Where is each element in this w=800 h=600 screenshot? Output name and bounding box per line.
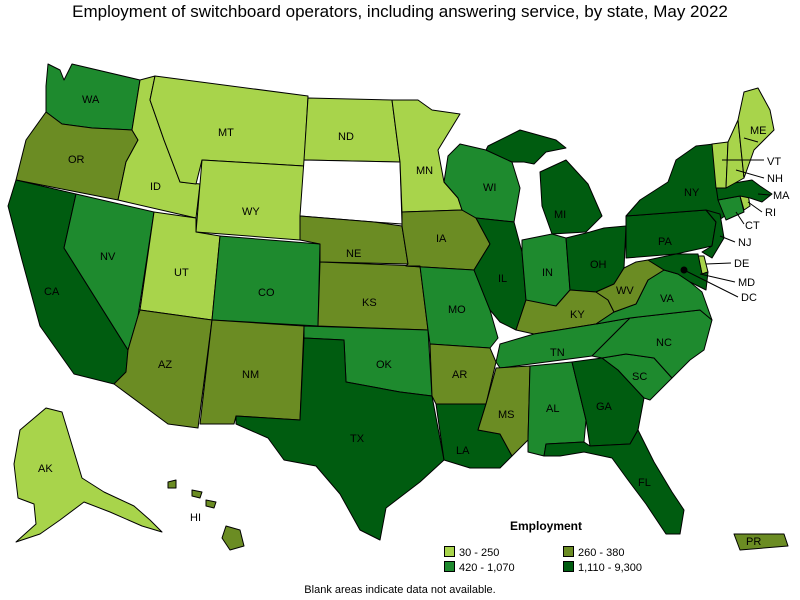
state-WY[interactable] [195,159,305,241]
state-KS[interactable] [317,261,429,331]
state-NC[interactable] [591,309,713,379]
legend-item-bin-2: 260 - 380 [563,546,624,559]
label-KS: KS [362,297,377,309]
legend-label: 1,110 - 9,300 [578,562,643,574]
label-SC: SC [632,371,647,383]
label-OR: OR [68,154,85,166]
label-KY: KY [570,309,585,321]
label-WY: WY [242,206,260,218]
state-ME[interactable] [737,87,775,179]
label-CT: CT [745,220,760,232]
state-CO[interactable] [211,235,321,327]
legend-item-bin-1: 30 - 250 [444,546,499,559]
label-ME: ME [750,125,767,137]
label-LA: LA [456,445,470,457]
label-ID: ID [150,181,161,193]
label-IN: IN [542,267,553,279]
label-NE: NE [346,248,361,260]
state-SD[interactable] [299,159,403,225]
label-OH: OH [590,259,607,271]
state-ND[interactable] [303,97,401,163]
label-AK: AK [38,463,53,475]
label-CA: CA [44,286,60,298]
label-OK: OK [376,359,393,371]
label-UT: UT [174,267,189,279]
legend-swatch [563,561,574,572]
label-AR: AR [452,369,467,381]
label-MN: MN [416,165,433,177]
legend-item-bin-4: 1,110 - 9,300 [563,561,642,574]
label-WV: WV [616,285,634,297]
label-NM: NM [242,369,259,381]
state-PA[interactable] [625,209,717,259]
label-ND: ND [338,131,354,143]
legend-label: 420 - 1,070 [459,562,515,574]
label-MT: MT [218,127,234,139]
legend-swatch [563,546,574,557]
label-PR: PR [746,536,761,548]
label-IA: IA [436,233,447,245]
state-labels: WA OR CA NV ID MT WY UT AZ CO NM ND NE K… [38,94,790,548]
state-IL[interactable] [473,217,527,331]
label-HI: HI [190,512,201,524]
label-PA: PA [658,236,673,248]
state-HI[interactable] [167,479,245,551]
label-NC: NC [656,337,672,349]
state-FL[interactable] [543,429,685,535]
label-NJ: NJ [738,237,751,249]
label-AZ: AZ [158,359,172,371]
label-leader-lines [683,137,771,298]
label-WA: WA [82,94,100,106]
label-NH: NH [767,173,783,185]
legend-swatch [444,561,455,572]
label-VT: VT [767,156,781,168]
label-WI: WI [483,182,496,194]
legend-item-bin-3: 420 - 1,070 [444,561,515,574]
state-NE[interactable] [299,215,409,265]
footnote: Blank areas indicate data not available. [304,584,496,596]
legend-label: 30 - 250 [459,547,500,559]
state-MI[interactable] [485,129,603,235]
label-AL: AL [546,403,559,415]
legend-title: Employment [510,519,583,533]
legend-label: 260 - 380 [578,547,625,559]
state-TX[interactable] [235,337,445,541]
state-PR[interactable] [733,533,789,551]
map-title: Employment of switchboard operators, inc… [72,2,728,21]
label-DC: DC [741,292,757,304]
label-NV: NV [100,251,116,263]
label-RI: RI [765,207,776,219]
label-MI: MI [554,209,566,221]
label-MO: MO [448,304,466,316]
label-MD: MD [738,277,755,289]
label-DE: DE [734,258,749,270]
state-NJ[interactable] [701,209,725,259]
label-MA: MA [773,190,790,202]
label-VA: VA [660,293,675,305]
legend-swatch [444,546,455,557]
label-GA: GA [596,401,613,413]
label-TX: TX [350,433,365,445]
label-NY: NY [684,187,700,199]
label-TN: TN [550,347,565,359]
label-IL: IL [498,273,507,285]
state-AK[interactable] [13,407,163,543]
label-MS: MS [498,409,515,421]
state-AZ[interactable] [113,309,213,429]
label-FL: FL [638,477,651,489]
label-CO: CO [258,287,275,299]
